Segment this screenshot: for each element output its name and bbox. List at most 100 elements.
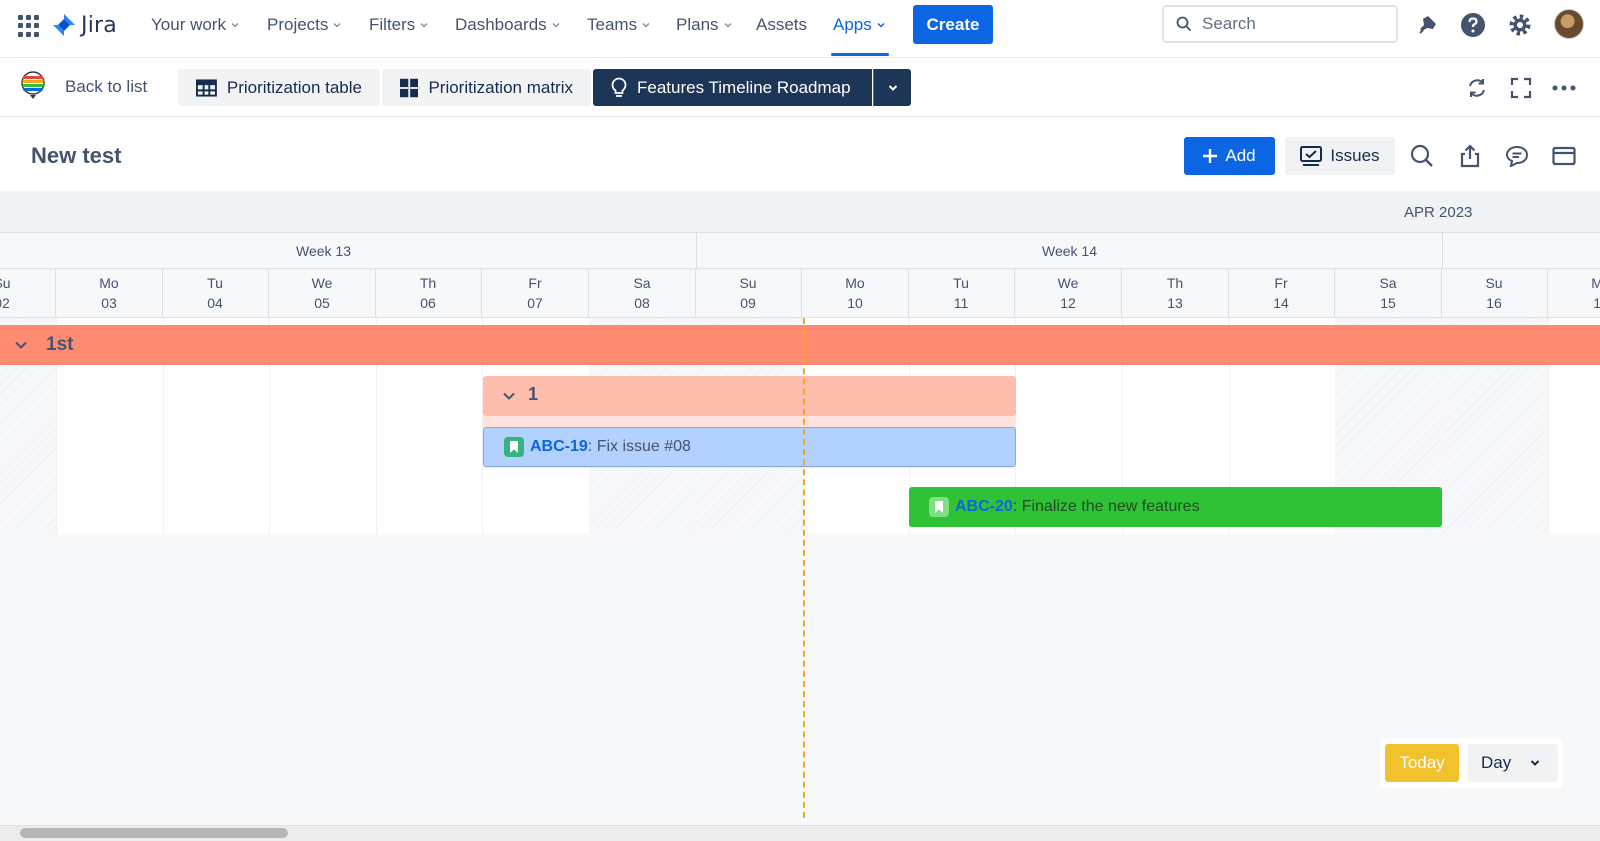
task-key[interactable]: ABC-19 [530, 438, 588, 455]
back-to-list-link[interactable]: Back to list [65, 77, 148, 96]
view-dropdown-button[interactable] [873, 69, 911, 106]
day-gridline [1548, 318, 1549, 534]
card-view-icon[interactable] [1551, 143, 1577, 169]
day-weekday: Tu [207, 275, 223, 291]
day-gridline [1229, 318, 1230, 534]
day-number: 10 [847, 295, 863, 311]
day-number: 16 [1486, 295, 1502, 311]
chevron-down-icon [877, 22, 885, 28]
more-options-icon[interactable] [1552, 76, 1576, 100]
tab-prioritization-matrix[interactable]: Prioritization matrix [382, 69, 591, 106]
add-button[interactable]: Add [1184, 137, 1275, 175]
monitor-check-icon [1300, 146, 1323, 166]
week-cell: Week 13 [0, 233, 697, 269]
group-header[interactable]: 1 [483, 376, 1016, 416]
nav-filters[interactable]: Filters [369, 14, 429, 36]
epic-label: 1st [46, 334, 74, 355]
nav-plans[interactable]: Plans [676, 14, 733, 36]
week-header: Week 13 Week 14 [0, 233, 1600, 269]
help-icon[interactable] [1459, 11, 1487, 39]
comment-icon[interactable] [1504, 143, 1530, 169]
jira-logo[interactable]: Jira [53, 12, 117, 38]
day-weekday: We [1057, 275, 1079, 291]
day-cell: Sa 15 [1335, 269, 1442, 318]
chevron-down-icon[interactable] [13, 337, 29, 353]
month-header: APR 2023 [0, 191, 1600, 233]
nav-label: Your work [151, 15, 226, 34]
logo-text: Jira [81, 12, 117, 38]
day-cell: Su 16 [1441, 269, 1548, 318]
fullscreen-icon[interactable] [1509, 76, 1533, 100]
day-number: 05 [314, 295, 330, 311]
day-cell: Tu 11 [908, 269, 1015, 318]
nav-teams[interactable]: Teams [587, 14, 651, 36]
nav-your-work[interactable]: Your work [151, 14, 240, 36]
active-nav-indicator [831, 53, 889, 56]
day-weekday: Tu [953, 275, 969, 291]
day-number: 12 [1060, 295, 1076, 311]
today-marker-line [803, 318, 805, 818]
task-bar-abc-19[interactable]: ABC-19: Fix issue #08 [483, 427, 1016, 467]
app-toolbar: Back to list Prioritization table Priori… [0, 58, 1600, 117]
task-summary: : Finalize the new features [1012, 498, 1200, 515]
day-cell: Su 09 [695, 269, 802, 318]
app-balloon-logo-icon[interactable] [20, 71, 46, 101]
chevron-down-icon[interactable] [501, 388, 517, 404]
chevron-down-icon [724, 22, 732, 28]
day-header: Su 02 Mo 03 Tu 04 We 05 Th 06 Fr 07 Sa 08 Su 09 Mo 10 Tu 11… [0, 269, 1600, 318]
epic-row[interactable]: 1st [0, 325, 1600, 365]
day-number: 14 [1273, 295, 1289, 311]
user-avatar[interactable] [1554, 9, 1584, 39]
zoom-level-select[interactable]: Day [1468, 744, 1558, 782]
bookmark-icon [929, 497, 949, 517]
day-cell: Sa 08 [589, 269, 696, 318]
jira-logo-icon [53, 14, 75, 36]
issues-button[interactable]: Issues [1285, 137, 1395, 175]
week-cell-next [1443, 233, 1600, 269]
day-number: 04 [207, 295, 223, 311]
tab-features-timeline-roadmap[interactable]: Features Timeline Roadmap [593, 69, 872, 106]
day-weekday: Su [0, 275, 11, 291]
day-number: 11 [953, 295, 969, 311]
scrollbar-thumb[interactable] [20, 828, 288, 838]
day-weekday: Fr [528, 275, 542, 291]
page-title: New test [31, 143, 122, 168]
search-box[interactable] [1162, 5, 1398, 43]
nav-projects[interactable]: Projects [267, 14, 342, 36]
nav-apps[interactable]: Apps [833, 14, 886, 36]
nav-dashboards[interactable]: Dashboards [455, 14, 561, 36]
search-input[interactable] [1202, 14, 1382, 34]
task-bar-abc-20[interactable]: ABC-20: Finalize the new features [909, 487, 1442, 527]
today-button[interactable]: Today [1385, 744, 1459, 782]
timeline-view: APR 2023 Week 13 Week 14 Su 02 Mo 03 Tu 04 We 0… [0, 191, 1600, 841]
add-label: Add [1225, 146, 1256, 165]
tab-prioritization-table[interactable]: Prioritization table [178, 69, 380, 106]
day-cell: Th 13 [1122, 269, 1229, 318]
nav-label: Dashboards [455, 15, 547, 34]
day-number: 09 [740, 295, 756, 311]
day-weekday: We [311, 275, 333, 291]
task-summary: : Fix issue #08 [587, 438, 691, 455]
day-gridline [376, 318, 377, 534]
issues-label: Issues [1330, 146, 1380, 165]
task-key[interactable]: ABC-20 [955, 498, 1013, 515]
nav-assets[interactable]: Assets [756, 14, 807, 36]
matrix-icon [400, 78, 419, 97]
refresh-icon[interactable] [1465, 76, 1489, 100]
nav-label: Plans [676, 15, 719, 34]
horizontal-scrollbar[interactable] [0, 825, 1600, 841]
create-button[interactable]: Create [913, 5, 993, 44]
app-switcher-icon[interactable] [18, 15, 40, 37]
chevron-down-icon [1531, 760, 1540, 766]
group-label: 1 [528, 384, 539, 404]
nav-label: Teams [587, 15, 638, 34]
day-cell: Mo 17 [1548, 269, 1600, 318]
nav-label: Assets [756, 15, 808, 34]
share-export-icon[interactable] [1457, 143, 1483, 169]
nav-label: Projects [267, 15, 329, 34]
settings-gear-icon[interactable] [1506, 11, 1534, 39]
notifications-icon[interactable] [1413, 11, 1441, 39]
search-icon[interactable] [1409, 143, 1435, 169]
table-icon [196, 78, 217, 97]
day-cell: Su 02 [0, 269, 56, 318]
